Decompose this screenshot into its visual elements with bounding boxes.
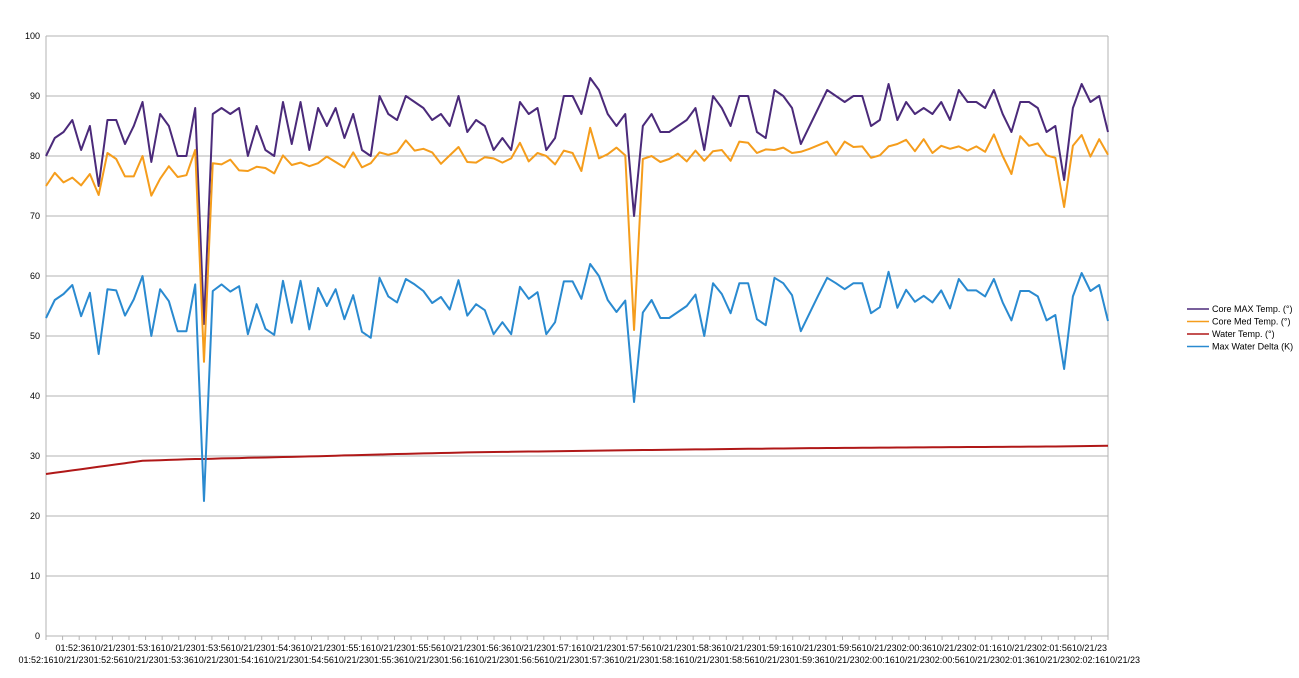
x-tick-label: 01:54:36 [266, 643, 301, 653]
x-tick-label: 02:02:16 [1070, 655, 1105, 665]
legend-label: Core Med Temp. (°) [1212, 317, 1290, 327]
series-line-4 [45, 263, 1109, 502]
x-tick-label: 10/21/23 [231, 643, 266, 653]
series-lines [45, 77, 1109, 502]
y-axis-tick-labels: 0 10 20 30 40 50 60 70 80 90 100 [25, 31, 40, 641]
x-tick-label: 10/21/23 [895, 655, 930, 665]
y-tick-label: 50 [30, 331, 40, 341]
axes [45, 36, 1109, 640]
x-tick-label: 01:53:36 [159, 655, 194, 665]
x-tick-label: 01:55:36 [369, 655, 404, 665]
x-tick-label: 10/21/23 [124, 655, 159, 665]
x-tick-label: 01:56:36 [476, 643, 511, 653]
legend-label: Water Temp. (°) [1212, 329, 1275, 339]
x-tick-label: 10/21/23 [684, 655, 719, 665]
x-tick-label: 10/21/23 [651, 643, 686, 653]
x-tick-label: 10/21/23 [371, 643, 406, 653]
x-tick-label: 01:57:36 [579, 655, 614, 665]
x-tick-label: 01:53:16 [126, 643, 161, 653]
x-tick-label: 10/21/23 [511, 643, 546, 653]
x-tick-label: 10/21/23 [965, 655, 1000, 665]
x-tick-label: 10/21/23 [54, 655, 89, 665]
x-tick-label: 10/21/23 [792, 643, 827, 653]
y-tick-label: 60 [30, 271, 40, 281]
legend: Core MAX Temp. (°) Core Med Temp. (°) Wate… [1187, 304, 1293, 352]
x-tick-label: 01:59:36 [790, 655, 825, 665]
x-tick-label: 01:58:16 [649, 655, 684, 665]
x-tick-label: 10/21/23 [614, 655, 649, 665]
series-line-1 [45, 77, 1109, 325]
series-line-3 [45, 444, 1109, 475]
x-tick-label: 10/21/23 [721, 643, 756, 653]
x-tick-label: 10/21/23 [581, 643, 616, 653]
x-tick-label: 01:57:56 [616, 643, 651, 653]
y-tick-label: 30 [30, 451, 40, 461]
x-tick-label: 01:52:56 [89, 655, 124, 665]
x-tick-label: 10/21/23 [441, 643, 476, 653]
x-tick-label: 10/21/23 [1035, 655, 1070, 665]
x-tick-label: 02:00:36 [897, 643, 932, 653]
y-tick-label: 80 [30, 151, 40, 161]
x-tick-label: 02:00:56 [930, 655, 965, 665]
x-tick-label: 10/21/23 [932, 643, 967, 653]
x-tick-label: 10/21/23 [1105, 655, 1140, 665]
x-tick-label: 10/21/23 [194, 655, 229, 665]
legend-label: Max Water Delta (K) [1212, 342, 1293, 352]
x-tick-label: 01:55:16 [336, 643, 371, 653]
series-line-2 [45, 126, 1109, 363]
x-tick-label: 10/21/23 [474, 655, 509, 665]
y-tick-label: 10 [30, 571, 40, 581]
x-tick-label: 10/21/23 [862, 643, 897, 653]
x-tick-label: 01:54:16 [229, 655, 264, 665]
x-tick-label: 01:58:56 [719, 655, 754, 665]
x-tick-label: 01:56:16 [439, 655, 474, 665]
x-tick-label: 01:58:36 [686, 643, 721, 653]
x-axis-tick-labels: 01:52:36 10/21/23 01:53:16 10/21/23 01:53:56… [18, 643, 1140, 665]
y-tick-label: 90 [30, 91, 40, 101]
x-tick-label: 01:56:56 [509, 655, 544, 665]
x-tick-label: 10/21/23 [544, 655, 579, 665]
y-tick-label: 20 [30, 511, 40, 521]
x-tick-label: 10/21/23 [91, 643, 126, 653]
y-tick-label: 40 [30, 391, 40, 401]
y-tick-label: 70 [30, 211, 40, 221]
y-tick-label: 0 [35, 631, 40, 641]
x-tick-label: 01:54:56 [299, 655, 334, 665]
x-tick-label: 02:01:56 [1037, 643, 1072, 653]
x-tick-label: 10/21/23 [301, 643, 336, 653]
x-tick-label: 01:59:16 [756, 643, 791, 653]
x-tick-label: 01:55:56 [406, 643, 441, 653]
legend-label: Core MAX Temp. (°) [1212, 304, 1292, 314]
x-tick-label: 10/21/23 [161, 643, 196, 653]
x-tick-label: 10/21/23 [1002, 643, 1037, 653]
x-tick-label: 10/21/23 [334, 655, 369, 665]
x-tick-label: 02:00:16 [860, 655, 895, 665]
x-tick-label: 01:52:36 [55, 643, 90, 653]
x-tick-label: 02:01:36 [1000, 655, 1035, 665]
y-tick-label: 100 [25, 31, 40, 41]
x-tick-label: 10/21/23 [825, 655, 860, 665]
x-tick-label: 10/21/23 [755, 655, 790, 665]
x-tick-label: 01:59:56 [827, 643, 862, 653]
x-tick-label: 10/21/23 [1072, 643, 1107, 653]
x-tick-label: 02:01:16 [967, 643, 1002, 653]
x-tick-label: 10/21/23 [404, 655, 439, 665]
x-tick-label: 10/21/23 [264, 655, 299, 665]
x-tick-label: 01:53:56 [196, 643, 231, 653]
gridlines [46, 35, 1108, 637]
x-tick-label: 01:52:16 [18, 655, 53, 665]
x-tick-label: 01:57:16 [546, 643, 581, 653]
